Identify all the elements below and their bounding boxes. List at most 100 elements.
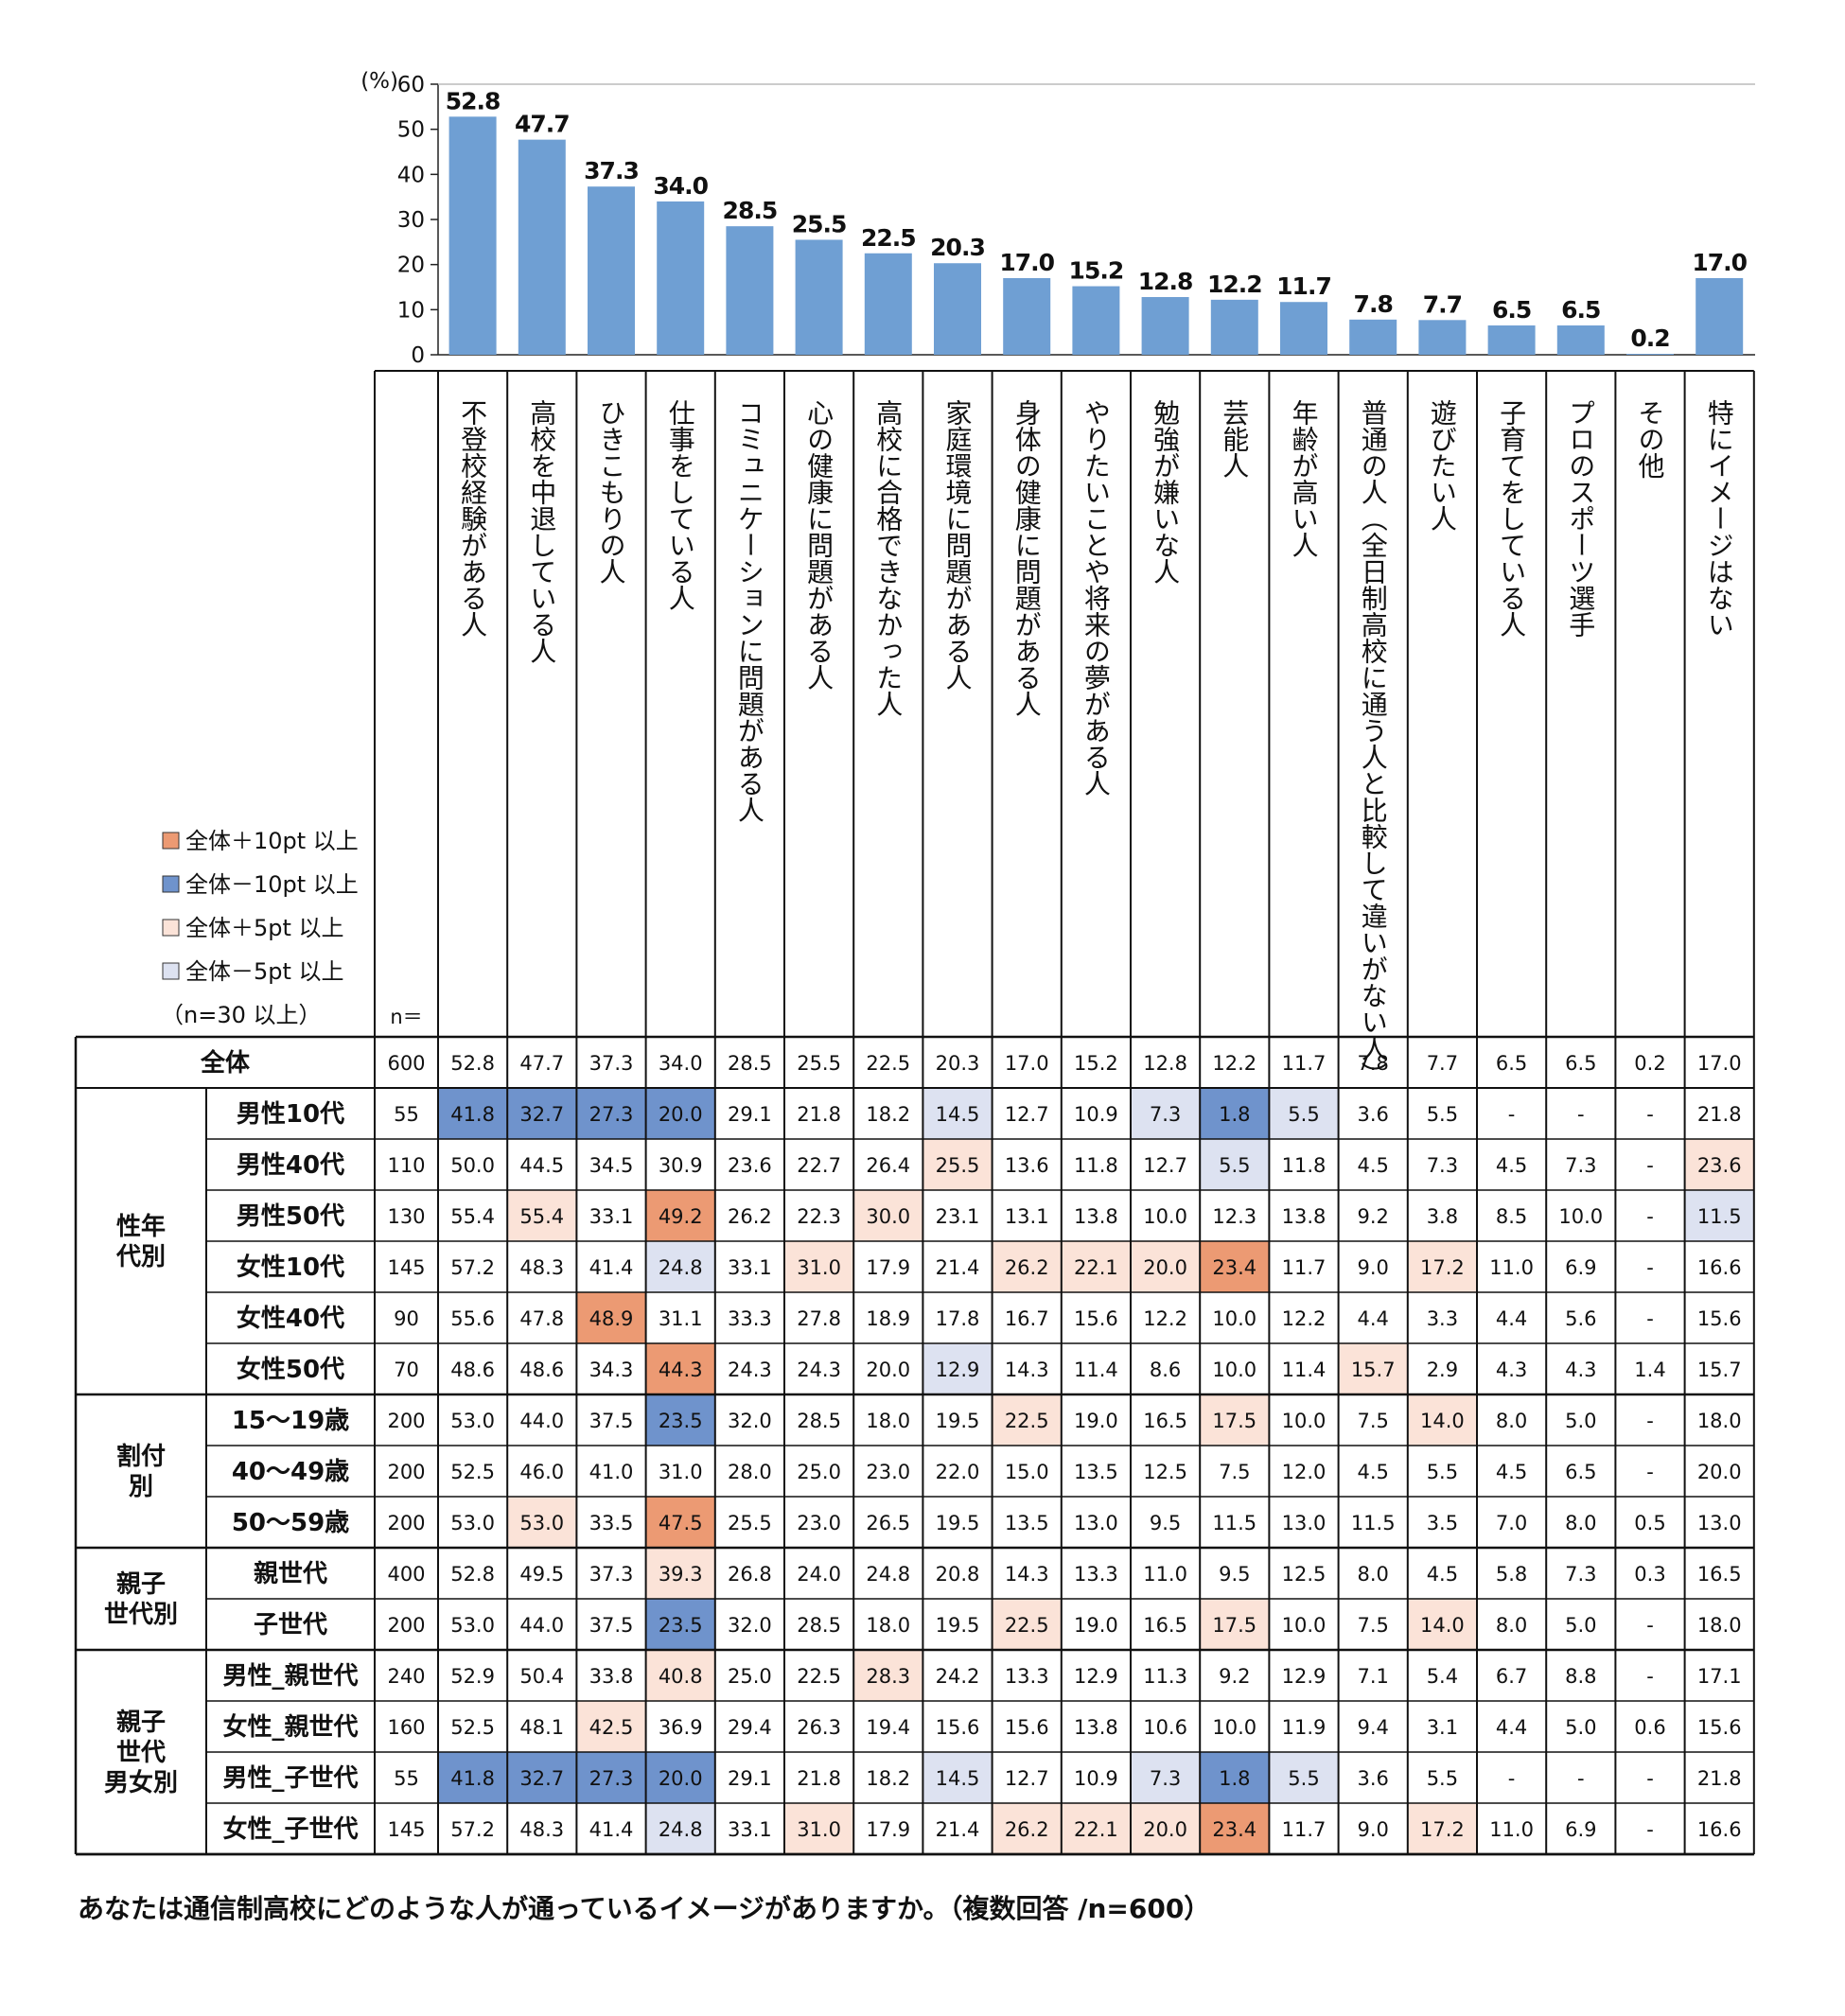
data-table: 不登校経験がある人 高校を中退している人 ひきこもりの人 仕事をしている人 コミュニケー…	[74, 370, 1755, 1856]
bar	[795, 239, 843, 355]
data-cell: 37.3	[589, 1563, 634, 1586]
data-cell: 48.3	[519, 1256, 564, 1279]
data-cell: 21.8	[1697, 1103, 1742, 1126]
data-cell: 12.3	[1212, 1205, 1256, 1228]
data-cell: 13.5	[1074, 1461, 1118, 1483]
data-cell: 4.4	[1496, 1716, 1527, 1739]
n-cell: 240	[387, 1665, 425, 1688]
data-cell: 17.0	[1697, 1052, 1742, 1075]
data-cell: 7.3	[1150, 1767, 1181, 1790]
column-header: 心の健康に問題がある人	[803, 399, 835, 691]
data-cell: 6.7	[1496, 1665, 1527, 1688]
data-cell: 53.0	[450, 1410, 495, 1432]
data-cell: 24.2	[936, 1665, 980, 1688]
data-cell: 25.0	[728, 1665, 772, 1688]
bar-value-label: 0.2	[1630, 324, 1669, 352]
bar	[1210, 299, 1258, 355]
data-cell: 31.0	[797, 1256, 841, 1279]
data-cell: 11.8	[1074, 1154, 1118, 1177]
data-cell: 19.5	[936, 1410, 980, 1432]
data-cell: 7.5	[1357, 1614, 1388, 1637]
data-cell: 22.3	[797, 1205, 841, 1228]
data-cell: 20.0	[1143, 1818, 1187, 1841]
data-cell: 9.0	[1357, 1256, 1388, 1279]
highlight-cell	[992, 1803, 1062, 1854]
data-cell: 13.5	[1005, 1512, 1049, 1534]
legend-label: 全体＋5pt 以上	[185, 915, 344, 941]
data-cell: 14.5	[936, 1103, 980, 1126]
data-cell: -	[1577, 1103, 1585, 1126]
group-label: 世代別	[104, 1601, 178, 1629]
data-cell: 44.5	[519, 1154, 564, 1177]
data-cell: 11.4	[1282, 1359, 1327, 1381]
data-cell: 57.2	[450, 1256, 495, 1279]
group-label: 男女別	[104, 1768, 178, 1797]
highlight-cell	[853, 1650, 923, 1701]
data-cell: 33.8	[589, 1665, 634, 1688]
n-cell: 200	[387, 1614, 425, 1637]
n-cell: 145	[387, 1256, 425, 1279]
data-cell: 30.0	[866, 1205, 910, 1228]
data-cell: 53.0	[519, 1512, 564, 1534]
highlight-cell	[1407, 1803, 1477, 1854]
data-cell: 30.9	[659, 1154, 703, 1177]
data-cell: 5.5	[1288, 1103, 1319, 1126]
data-cell: 7.7	[1427, 1052, 1458, 1075]
data-cell: 15.6	[1074, 1307, 1118, 1330]
data-cell: 5.5	[1427, 1767, 1458, 1790]
bar-value-label: 7.8	[1354, 290, 1393, 318]
data-cell: 0.5	[1634, 1512, 1665, 1534]
data-cell: 23.6	[728, 1154, 772, 1177]
highlight-cell	[645, 1343, 715, 1394]
data-cell: 11.3	[1143, 1665, 1187, 1688]
data-cell: 50.0	[450, 1154, 495, 1177]
data-cell: 11.7	[1282, 1052, 1327, 1075]
data-cell: 10.0	[1212, 1307, 1256, 1330]
bar-value-label: 11.7	[1276, 272, 1331, 300]
highlight-cell	[1684, 1139, 1754, 1190]
data-cell: 12.5	[1143, 1461, 1187, 1483]
data-cell: 17.1	[1697, 1665, 1742, 1688]
bar	[1349, 319, 1397, 355]
column-header: 不登校経験がある人	[457, 399, 488, 638]
data-cell: -	[1646, 1665, 1654, 1688]
data-cell: 5.4	[1427, 1665, 1458, 1688]
highlight-cell	[1407, 1241, 1477, 1292]
data-cell: 4.5	[1496, 1461, 1527, 1483]
highlight-cell	[1061, 1803, 1131, 1854]
column-header: 年齢が高い人	[1289, 399, 1320, 558]
data-cell: 11.7	[1282, 1256, 1327, 1279]
data-cell: 32.7	[519, 1103, 564, 1126]
y-tick-label: 30	[397, 208, 425, 233]
data-cell: 4.5	[1427, 1563, 1458, 1586]
highlight-cell	[922, 1343, 993, 1394]
bar-value-label: 12.2	[1207, 271, 1262, 298]
data-cell: 5.0	[1565, 1716, 1596, 1739]
column-header: 遊びたい人	[1427, 399, 1458, 532]
data-cell: 17.5	[1212, 1614, 1256, 1637]
data-cell: 5.5	[1427, 1103, 1458, 1126]
data-cell: 4.5	[1357, 1461, 1388, 1483]
data-cell: 12.7	[1005, 1103, 1049, 1126]
data-cell: 21.8	[797, 1103, 841, 1126]
data-cell: 28.3	[866, 1665, 910, 1688]
bar	[657, 201, 705, 355]
data-cell: 37.5	[589, 1614, 634, 1637]
highlight-cell	[922, 1139, 993, 1190]
n-cell: 200	[387, 1410, 425, 1432]
data-cell: 13.0	[1074, 1512, 1118, 1534]
data-cell: 24.8	[866, 1563, 910, 1586]
data-cell: 47.8	[519, 1307, 564, 1330]
data-cell: 18.2	[866, 1767, 910, 1790]
data-cell: 23.0	[797, 1512, 841, 1534]
highlight-cell	[645, 1548, 715, 1599]
data-cell: 8.0	[1357, 1563, 1388, 1586]
data-cell: 12.9	[1282, 1665, 1327, 1688]
highlight-cell	[645, 1650, 715, 1701]
highlight-cell	[645, 1190, 715, 1241]
data-cell: 20.0	[866, 1359, 910, 1381]
column-header: 芸能人	[1219, 399, 1250, 479]
data-cell: 7.3	[1565, 1563, 1596, 1586]
highlight-cell	[438, 1752, 508, 1803]
